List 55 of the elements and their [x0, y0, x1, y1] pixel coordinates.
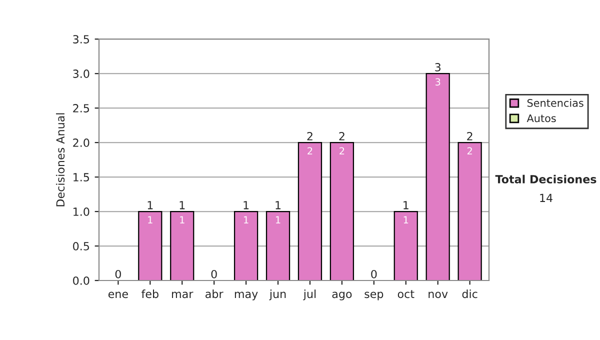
x-tick-label: jul: [303, 290, 316, 300]
y-tick-label: 2.5: [73, 104, 89, 112]
y-tick-label: 2.0: [73, 138, 90, 147]
x-tick-label: may: [234, 292, 258, 300]
x-tick-label: sep: [364, 292, 384, 300]
y-tick-label: 1.0: [74, 208, 90, 216]
total-label: 2: [339, 132, 344, 140]
total-label: 0: [371, 270, 377, 278]
y-tick-label: 0.5: [73, 242, 89, 250]
y-axis-title: Decisiones Anual: [56, 113, 65, 206]
total-label: 0: [211, 270, 217, 278]
total-label: 1: [180, 201, 185, 210]
x-tick-label: nov: [428, 292, 448, 298]
data-label: 1: [244, 216, 248, 224]
bar: [170, 210, 194, 280]
y-tick-label: 0.0: [73, 276, 90, 285]
legend-label: Autos: [526, 114, 556, 122]
x-tick-label: abr: [206, 290, 224, 298]
legend-label: Sentencias: [527, 98, 584, 107]
total-label: 0: [115, 270, 121, 278]
bar: [298, 142, 322, 280]
bar: [394, 210, 418, 280]
data-label: 3: [436, 78, 440, 86]
x-tick-label: jun: [269, 290, 286, 300]
text: Total Decisiones: [495, 174, 596, 184]
data-label: 1: [148, 216, 152, 224]
total-label: 1: [276, 201, 281, 210]
data-label: 1: [276, 216, 280, 224]
x-tick-label: ago: [332, 292, 352, 300]
x-tick-label: feb: [142, 290, 158, 298]
x-tick-label: ene: [108, 292, 128, 298]
data-label: 1: [404, 216, 408, 224]
y-tick-label: 1.5: [74, 173, 89, 182]
total-label: 1: [148, 201, 153, 210]
bar: [234, 210, 258, 280]
bar: [266, 210, 290, 280]
total-label: 3: [435, 63, 440, 72]
bar: [138, 210, 162, 280]
x-tick-label: dic: [462, 290, 478, 298]
data-label: 2: [308, 147, 312, 154]
bar: [426, 73, 450, 280]
data-label: 2: [340, 147, 344, 154]
total-label: 1: [244, 201, 249, 210]
data-label: 2: [467, 147, 472, 154]
bar: [330, 142, 354, 280]
total-label: 2: [467, 132, 472, 140]
bar: [458, 142, 482, 280]
total-label: 1: [404, 201, 408, 210]
x-tick-label: oct: [398, 290, 414, 298]
total-label: 2: [307, 132, 312, 140]
x-tick-label: mar: [172, 292, 194, 298]
text: 14: [540, 194, 552, 202]
y-tick-label: 3.0: [73, 70, 90, 78]
data-label: 1: [180, 216, 184, 224]
y-tick-label: 3.5: [73, 35, 89, 44]
